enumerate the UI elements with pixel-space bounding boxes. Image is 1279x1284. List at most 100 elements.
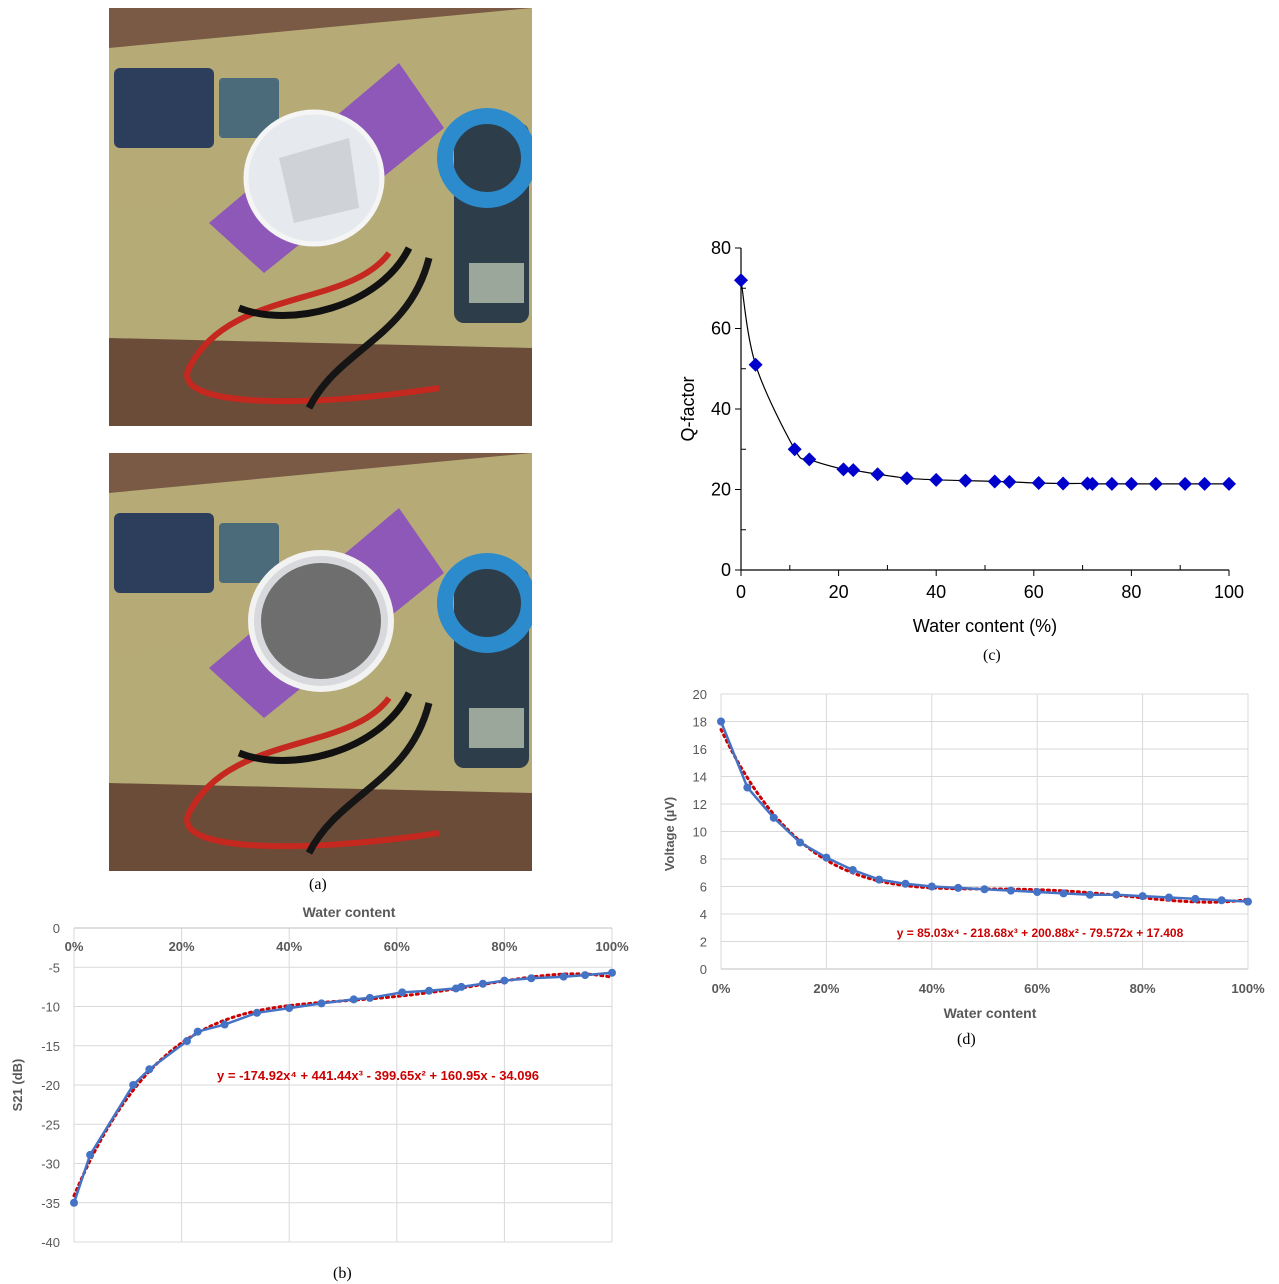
chart-d-point (1217, 896, 1226, 905)
chart-d-ytick: 4 (700, 907, 707, 922)
chart-d-ytick: 14 (693, 770, 707, 785)
chart-c-point (734, 273, 748, 288)
chart-d-point (822, 853, 831, 862)
chart-d-xtick: 40% (919, 981, 945, 996)
caption-c: (c) (983, 647, 1001, 664)
chart-b-ytick: -20 (41, 1078, 60, 1093)
chart-c-point (1031, 476, 1046, 491)
chart-c-point (1104, 476, 1119, 491)
chart-d-ylabel: Voltage (µV) (662, 797, 677, 871)
chart-d-trendline-label: y = 85.03x⁴ - 218.68x³ + 200.88x² - 79.5… (897, 926, 1184, 940)
chart-c-xtick: 80 (1121, 582, 1141, 602)
chart-b-ytick: -15 (41, 1039, 60, 1054)
chart-b-point (193, 1027, 202, 1036)
chart-d-point (848, 866, 857, 874)
chart-b-point (145, 1065, 154, 1074)
chart-b-ytick: -5 (48, 960, 60, 975)
chart-c-fit-curve (740, 280, 1229, 485)
chart-b-point (608, 968, 616, 977)
chart-d-ytick: 12 (693, 797, 707, 812)
chart-c-point (1056, 476, 1071, 491)
chart-b-point (398, 988, 407, 997)
chart-c-point (929, 472, 944, 487)
chart-b-point (500, 976, 509, 985)
chart-c-point (1222, 476, 1236, 491)
chart-d-point (1006, 886, 1015, 895)
chart-b-point (581, 971, 590, 980)
chart-c-ytick: 40 (711, 399, 731, 419)
chart-b-ytick: -35 (41, 1196, 60, 1211)
chart-c-point (870, 467, 885, 482)
chart-c-xtick: 100 (1214, 582, 1244, 602)
chart-d-point (1033, 888, 1042, 896)
chart-c-point (1085, 476, 1100, 491)
chart-b-xtick: 40% (276, 939, 302, 954)
chart-d-xlabel: Water content (944, 1005, 1037, 1021)
chart-b-ytick: -10 (41, 1000, 60, 1015)
chart-c-point (787, 442, 802, 457)
chart-d-ytick: 0 (700, 962, 707, 977)
chart-d-ytick: 20 (693, 687, 707, 702)
chart-b-point (365, 993, 374, 1002)
chart-c-xtick: 60 (1024, 582, 1044, 602)
chart-c-ytick: 0 (721, 560, 731, 580)
chart-d-point (743, 783, 752, 792)
chart-b-ytick: -25 (41, 1117, 60, 1132)
chart-b-point (478, 979, 487, 988)
chart-b-point (559, 972, 568, 981)
chart-d-point (1164, 893, 1173, 902)
chart-d-ytick: 10 (693, 825, 707, 840)
chart-b-point (86, 1150, 95, 1159)
chart-b-point (527, 974, 536, 983)
caption-b: (b) (333, 1265, 352, 1282)
chart-d-point (875, 875, 884, 884)
chart-c-point (899, 471, 914, 486)
chart-b-xtick: 20% (169, 939, 195, 954)
chart-d-xtick: 80% (1130, 981, 1156, 996)
chart-b-point (457, 982, 466, 991)
chart-c-ytick: 60 (711, 319, 731, 339)
chart-d-ytick: 2 (700, 935, 707, 950)
chart-d-point (927, 882, 936, 891)
chart-c-ytick: 80 (711, 238, 731, 258)
chart-d-point (1059, 889, 1068, 898)
chart-d-point (980, 885, 989, 894)
chart-d-ytick: 16 (693, 742, 707, 757)
chart-b-xtick: 100% (595, 939, 629, 954)
chart-b-ytick: -40 (41, 1235, 60, 1250)
caption-d: (d) (957, 1031, 976, 1048)
chart-d-point (901, 879, 910, 888)
chart-c-point (1197, 476, 1212, 491)
chart-b-point (70, 1198, 78, 1207)
chart-c-point (748, 357, 763, 372)
chart-b-point (285, 1004, 294, 1013)
chart-b-point (451, 984, 460, 993)
chart-d-ytick: 8 (700, 852, 707, 867)
chart-d-xtick: 60% (1024, 981, 1050, 996)
chart-d-point (1085, 890, 1094, 899)
chart-b-point (182, 1037, 191, 1046)
chart-c-point (1080, 476, 1095, 491)
chart-d-ytick: 6 (700, 880, 707, 895)
chart-c-point (958, 473, 973, 488)
chart-b-trendline (72, 972, 614, 1198)
chart-b-xtick: 0% (65, 939, 84, 954)
chart-d-point (1191, 894, 1200, 903)
photo-measurement-setup-empty (109, 8, 532, 426)
chart-c-xtick: 40 (926, 582, 946, 602)
chart-c-point (1124, 476, 1139, 491)
chart-b-ylabel: S21 (dB) (10, 1059, 25, 1112)
chart-b-title: Water content (303, 904, 396, 920)
chart-b-point (220, 1020, 229, 1029)
chart-c-point (836, 462, 851, 477)
chart-b-point (252, 1008, 261, 1017)
chart-b-trendline-label: y = -174.92x⁴ + 441.44x³ - 399.65x² + 16… (217, 1068, 539, 1083)
chart-d-point (769, 813, 778, 822)
chart-d-point (1244, 897, 1252, 906)
chart-c-point (1178, 476, 1193, 491)
chart-d-point (1112, 890, 1121, 899)
chart-b-series-line (72, 971, 613, 1204)
chart-c-point (987, 474, 1002, 489)
chart-d-point (717, 717, 725, 726)
chart-d-xtick: 100% (1231, 981, 1265, 996)
